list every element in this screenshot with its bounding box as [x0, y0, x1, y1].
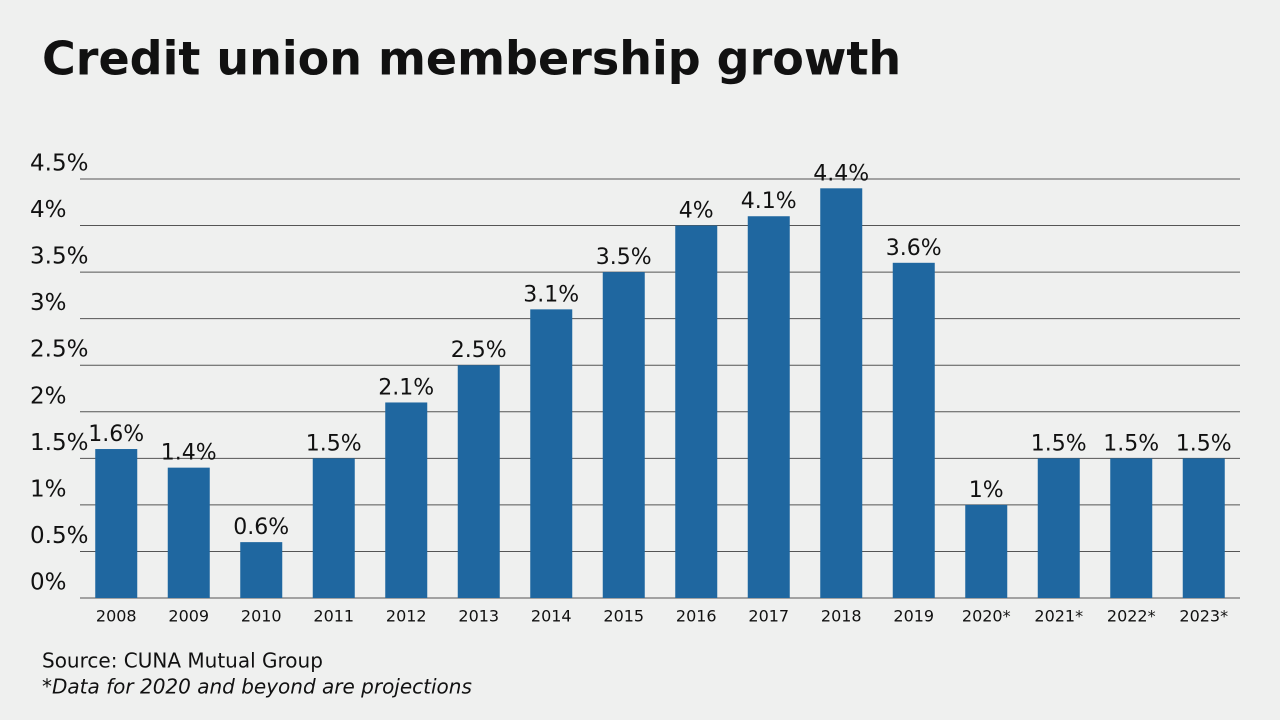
value-label: 1.6%	[88, 422, 144, 447]
bar	[385, 402, 428, 598]
bar	[95, 449, 138, 598]
value-label: 4.4%	[813, 161, 869, 186]
value-label: 3.6%	[886, 236, 942, 261]
y-tick-label: 4%	[30, 197, 67, 223]
y-tick-label: 0.5%	[30, 523, 88, 549]
x-tick-label: 2016	[676, 607, 717, 626]
value-label: 2.1%	[378, 375, 434, 400]
x-tick-label: 2022*	[1107, 607, 1156, 626]
value-label: 1.5%	[1176, 431, 1232, 456]
x-tick-label: 2023*	[1179, 607, 1228, 626]
value-label: 4.1%	[741, 189, 797, 214]
y-tick-label: 1%	[30, 476, 67, 502]
y-tick-label: 4.5%	[30, 151, 88, 177]
value-label: 1.5%	[1103, 431, 1159, 456]
x-tick-label: 2014	[531, 607, 572, 626]
x-tick-label: 2012	[386, 607, 427, 626]
value-label: 0.6%	[233, 515, 289, 540]
bar	[820, 188, 863, 599]
bar	[1182, 458, 1225, 598]
bar	[747, 216, 790, 598]
y-tick-label: 3.5%	[30, 244, 88, 270]
value-label: 4%	[679, 199, 714, 224]
chart-title: Credit union membership growth	[42, 32, 901, 86]
source: Source: CUNA Mutual Group	[42, 649, 323, 673]
value-label: 3.1%	[523, 282, 579, 307]
bar	[312, 458, 355, 598]
y-tick-label: 1.5%	[30, 430, 88, 456]
bar	[602, 272, 645, 598]
x-tick-label: 2008	[96, 607, 137, 626]
bar	[675, 225, 718, 599]
note: *Data for 2020 and beyond are projection…	[42, 675, 472, 699]
x-tick-label: 2017	[748, 607, 789, 626]
x-tick-label: 2011	[313, 607, 354, 626]
x-tick-label: 2021*	[1034, 607, 1083, 626]
x-tick-label: 2009	[168, 607, 209, 626]
y-tick-label: 2%	[30, 383, 67, 409]
value-label: 1.5%	[306, 431, 362, 456]
value-label: 2.5%	[451, 338, 507, 363]
value-label: 1.4%	[161, 441, 217, 466]
bar	[457, 365, 500, 598]
bar	[167, 467, 210, 598]
x-tick-label: 2010	[241, 607, 282, 626]
x-tick-label: 2013	[458, 607, 499, 626]
bar	[1110, 458, 1153, 598]
x-tick-label: 2019	[893, 607, 934, 626]
value-label: 1%	[969, 478, 1004, 503]
value-label: 1.5%	[1031, 431, 1087, 456]
bar	[240, 542, 283, 598]
y-tick-label: 0%	[30, 570, 67, 596]
y-tick-label: 2.5%	[30, 337, 88, 363]
bar	[530, 309, 573, 598]
bar	[965, 504, 1008, 598]
bar	[892, 262, 935, 598]
x-tick-label: 2018	[821, 607, 862, 626]
value-label: 3.5%	[596, 245, 652, 270]
x-tick-label: 2020*	[962, 607, 1011, 626]
x-tick-label: 2015	[603, 607, 644, 626]
bar	[1037, 458, 1080, 598]
y-tick-label: 3%	[30, 290, 67, 316]
